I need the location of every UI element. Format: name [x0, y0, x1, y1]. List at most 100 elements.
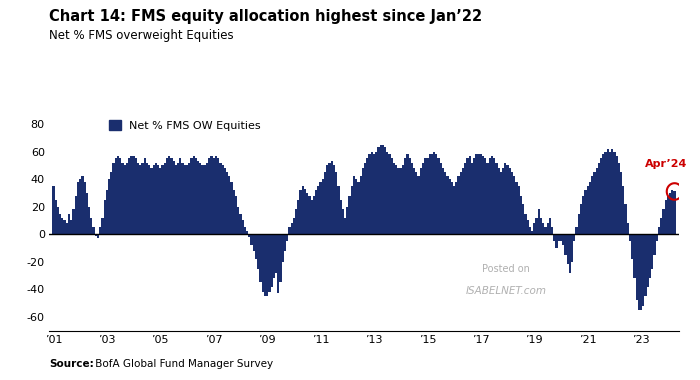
Bar [284, 234, 286, 251]
Bar [144, 158, 146, 234]
Bar [643, 234, 645, 306]
Bar [526, 220, 528, 234]
Bar [286, 234, 288, 241]
Text: BofA Global Fund Manager Survey: BofA Global Fund Manager Survey [92, 359, 274, 369]
Bar [591, 176, 594, 234]
Bar [237, 207, 239, 234]
Bar [493, 158, 496, 234]
Text: Posted on: Posted on [482, 264, 530, 274]
Bar [102, 218, 104, 234]
Bar [631, 234, 634, 259]
Bar [315, 190, 317, 234]
Bar [117, 156, 119, 234]
Bar [77, 182, 79, 234]
Bar [484, 158, 486, 234]
Bar [90, 218, 92, 234]
Bar [536, 218, 538, 234]
Bar [230, 182, 232, 234]
Bar [511, 172, 513, 234]
Bar [97, 234, 99, 238]
Bar [215, 156, 217, 234]
Bar [598, 163, 600, 234]
Bar [626, 223, 629, 234]
Bar [662, 209, 664, 234]
Bar [99, 227, 102, 234]
Bar [204, 165, 206, 234]
Bar [384, 147, 386, 234]
Bar [620, 172, 622, 234]
Bar [611, 149, 613, 234]
Bar [547, 223, 549, 234]
Bar [411, 163, 413, 234]
Bar [173, 161, 175, 234]
Bar [498, 168, 500, 234]
Bar [124, 165, 126, 234]
Bar [302, 186, 304, 234]
Bar [211, 156, 213, 234]
Bar [373, 154, 375, 234]
Bar [569, 234, 571, 273]
Bar [313, 196, 315, 234]
Bar [502, 168, 504, 234]
Bar [528, 227, 531, 234]
Bar [640, 234, 643, 310]
Bar [444, 172, 447, 234]
Bar [531, 231, 533, 234]
Bar [473, 158, 475, 234]
Bar [92, 227, 95, 234]
Bar [584, 190, 587, 234]
Bar [126, 163, 128, 234]
Bar [468, 156, 471, 234]
Bar [540, 218, 542, 234]
Bar [475, 154, 477, 234]
Bar [564, 234, 566, 255]
Bar [355, 179, 357, 234]
Bar [244, 227, 246, 234]
Bar [132, 156, 134, 234]
Bar [596, 168, 598, 234]
Bar [195, 158, 197, 234]
Bar [398, 168, 400, 234]
Bar [594, 172, 596, 234]
Bar [70, 220, 72, 234]
Bar [573, 234, 575, 241]
Bar [128, 158, 130, 234]
Bar [166, 158, 168, 234]
Bar [324, 172, 326, 234]
Bar [55, 200, 57, 234]
Bar [624, 204, 626, 234]
Bar [290, 223, 293, 234]
Bar [68, 214, 70, 234]
Bar [253, 234, 255, 251]
Bar [61, 218, 64, 234]
Bar [542, 223, 545, 234]
Bar [199, 163, 202, 234]
Bar [417, 176, 420, 234]
Bar [255, 234, 257, 259]
Bar [206, 163, 208, 234]
Bar [208, 158, 211, 234]
Bar [260, 234, 262, 282]
Bar [57, 207, 59, 234]
Bar [667, 196, 669, 234]
Bar [66, 223, 68, 234]
Bar [85, 193, 88, 234]
Bar [264, 234, 266, 296]
Bar [386, 152, 389, 234]
Bar [357, 182, 360, 234]
Bar [300, 190, 302, 234]
Bar [509, 168, 511, 234]
Bar [106, 190, 108, 234]
Bar [304, 189, 306, 234]
Bar [139, 165, 141, 234]
Bar [257, 234, 260, 269]
Bar [489, 158, 491, 234]
Bar [671, 190, 673, 234]
Bar [219, 163, 221, 234]
Bar [673, 192, 676, 234]
Bar [319, 182, 322, 234]
Bar [335, 172, 337, 234]
Bar [262, 234, 264, 292]
Bar [560, 234, 562, 241]
Bar [150, 168, 153, 234]
